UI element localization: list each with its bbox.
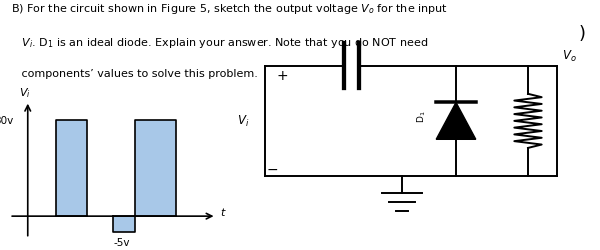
- Text: −: −: [267, 162, 278, 176]
- Polygon shape: [56, 120, 87, 216]
- Text: $V_o$: $V_o$: [562, 49, 577, 64]
- Polygon shape: [113, 216, 135, 232]
- Text: -5v: -5v: [114, 237, 130, 247]
- Text: 30v: 30v: [0, 116, 13, 126]
- Polygon shape: [436, 103, 476, 140]
- Text: $V_i$. D$_1$ is an ideal diode. Explain your answer. Note that you do NOT need: $V_i$. D$_1$ is an ideal diode. Explain …: [11, 36, 428, 50]
- Polygon shape: [135, 120, 176, 216]
- Text: components’ values to solve this problem.: components’ values to solve this problem…: [11, 68, 258, 78]
- Text: $V_i$: $V_i$: [19, 86, 31, 100]
- Text: D$_1$: D$_1$: [416, 110, 428, 123]
- Text: $V_i$: $V_i$: [238, 114, 250, 129]
- Text: $t$: $t$: [220, 206, 227, 218]
- Text: +: +: [276, 69, 287, 83]
- Text: B) For the circuit shown in Figure 5, sketch the output voltage $V_o$ for the in: B) For the circuit shown in Figure 5, sk…: [11, 2, 448, 16]
- Text: ): ): [578, 25, 586, 43]
